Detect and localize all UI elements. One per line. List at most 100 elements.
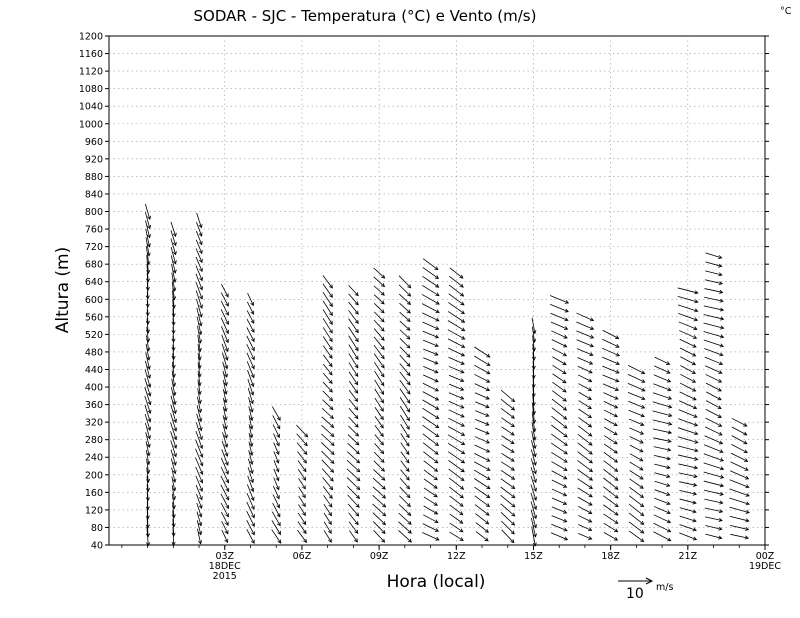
wind-vector (422, 416, 439, 428)
wind-arrowhead (354, 381, 359, 386)
wind-vector (399, 397, 410, 413)
wind-vector (195, 230, 203, 245)
wind-vector (576, 339, 594, 347)
wind-arrowhead (198, 224, 203, 229)
wind-arrowhead (718, 370, 723, 374)
wind-arrowhead (532, 470, 537, 475)
wind-arrowhead (694, 308, 699, 313)
barb-profile (170, 221, 178, 546)
y-tick-label: 160 (85, 488, 103, 499)
wind-vector (703, 480, 724, 487)
wind-arrowhead (718, 423, 723, 427)
wind-arrowhead (275, 477, 280, 482)
plot-area (108, 35, 766, 546)
wind-arrowhead (532, 444, 537, 450)
wind-arrowhead (588, 510, 593, 514)
wind-vector (144, 378, 151, 397)
wind-arrowhead (329, 320, 333, 325)
wind-vector (449, 504, 464, 516)
wind-arrowhead (380, 458, 385, 463)
wind-arrowhead (251, 356, 255, 361)
wind-arrowhead (613, 440, 618, 445)
wind-arrowhead (613, 431, 618, 436)
wind-arrowhead (461, 441, 466, 445)
wind-vector (530, 501, 537, 519)
wind-arrowhead (563, 326, 569, 330)
wind-vector (323, 521, 332, 534)
wind-vector (422, 532, 439, 541)
wind-arrowhead (434, 343, 439, 348)
wind-arrowhead (718, 440, 724, 445)
wind-arrowhead (146, 452, 151, 457)
wind-vector (298, 504, 306, 516)
wind-arrowhead (485, 448, 491, 453)
wind-arrowhead (171, 347, 176, 352)
wind-arrowhead (639, 494, 645, 498)
y-tick-label: 80 (91, 523, 103, 534)
wind-arrowhead (435, 309, 440, 313)
wind-vector (195, 290, 203, 309)
wind-vector (373, 285, 385, 296)
wind-vector (627, 373, 645, 383)
wind-vector (602, 365, 620, 374)
wind-arrowhead (563, 433, 568, 438)
wind-vector (347, 494, 360, 508)
wind-vector (551, 523, 568, 532)
wind-vector (422, 523, 439, 532)
wind-vector (220, 457, 229, 475)
wind-arrowhead (380, 364, 385, 369)
wind-arrowhead (717, 405, 722, 409)
y-tick-label: 560 (85, 312, 103, 323)
wind-arrowhead (407, 538, 412, 543)
wind-vector (172, 308, 175, 326)
wind-arrowhead (145, 278, 151, 283)
wind-vector (603, 486, 619, 499)
wind-arrowhead (197, 373, 202, 378)
wind-vector (679, 515, 697, 522)
wind-vector (530, 509, 537, 528)
wind-arrowhead (460, 387, 465, 391)
wind-arrowhead (405, 442, 410, 447)
wind-arrowhead (275, 486, 280, 491)
wind-vector (677, 436, 698, 443)
wind-arrowhead (511, 485, 516, 489)
wind-vector (246, 501, 255, 518)
wind-arrowhead (692, 405, 698, 410)
wind-vector (729, 515, 749, 522)
wind-arrowhead (147, 224, 151, 230)
wind-vector (347, 451, 360, 464)
wind-arrowhead (172, 296, 177, 301)
wind-vector (652, 401, 672, 408)
wind-arrowhead (719, 343, 725, 348)
wind-vector (321, 433, 335, 446)
x-tick-sublabel: 18DEC (209, 561, 241, 572)
wind-vector (145, 237, 150, 256)
wind-vector (474, 444, 490, 453)
wind-vector (602, 383, 619, 391)
wind-arrowhead (197, 382, 202, 387)
wind-vector (500, 469, 515, 480)
wind-arrowhead (171, 313, 176, 318)
wind-arrowhead (562, 397, 567, 402)
wind-arrowhead (719, 474, 725, 479)
wind-arrowhead (693, 326, 698, 331)
wind-arrowhead (172, 461, 177, 466)
wind-vector (373, 311, 385, 323)
wind-arrowhead (692, 500, 697, 505)
wind-vector (679, 481, 697, 486)
wind-vector (474, 346, 491, 358)
wind-vector (552, 373, 567, 384)
wind-vector (705, 417, 722, 427)
wind-arrowhead (434, 396, 440, 401)
wind-arrowhead (171, 373, 176, 378)
barb-profile (398, 275, 412, 543)
wind-vector (171, 281, 175, 300)
wind-vector (729, 470, 749, 480)
wind-arrowhead (328, 538, 332, 543)
wind-vector (678, 418, 698, 427)
wind-arrowhead (589, 352, 594, 356)
wind-vector (272, 502, 281, 517)
wind-arrowhead (563, 467, 568, 471)
y-tick-label: 520 (85, 330, 103, 341)
x-tick-sublabel: 2015 (213, 571, 237, 582)
